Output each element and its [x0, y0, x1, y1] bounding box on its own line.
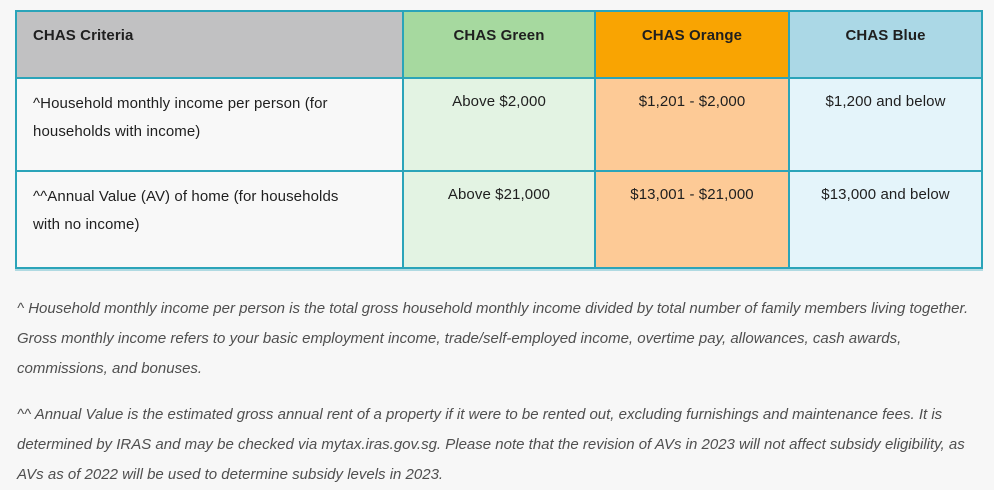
income-orange-value-cell: $1,201 - $2,000	[594, 77, 790, 172]
footnote-annual-value: ^^ Annual Value is the estimated gross a…	[17, 406, 965, 483]
chas-criteria-table: CHAS Criteria CHAS Green CHAS Orange CHA…	[15, 10, 983, 269]
criteria-cell-household-income: ^Household monthly income per person (fo…	[15, 77, 404, 172]
chas-subsidy-table-section: CHAS Criteria CHAS Green CHAS Orange CHA…	[15, 10, 983, 269]
annual-value-blue-value-cell: $13,000 and below	[788, 170, 983, 269]
annual-value-orange-value-cell: $13,001 - $21,000	[594, 170, 790, 269]
criteria-cell-annual-value: ^^Annual Value (AV) of home (for househo…	[15, 170, 404, 269]
header-chas-orange: CHAS Orange	[594, 10, 790, 79]
income-green-value-cell: Above $2,000	[402, 77, 596, 172]
annual-value-green-value-cell: Above $21,000	[402, 170, 596, 269]
header-chas-blue: CHAS Blue	[788, 10, 983, 79]
header-chas-criteria: CHAS Criteria	[15, 10, 404, 79]
footnote-household-income: ^ Household monthly income per person is…	[17, 300, 969, 377]
table-header-row: CHAS Criteria CHAS Green CHAS Orange CHA…	[15, 10, 983, 79]
header-chas-green: CHAS Green	[402, 10, 596, 79]
table-row-annual-value: ^^Annual Value (AV) of home (for househo…	[15, 170, 983, 269]
income-blue-value-cell: $1,200 and below	[788, 77, 983, 172]
table-row-household-income: ^Household monthly income per person (fo…	[15, 77, 983, 172]
footnotes-section: ^ Household monthly income per person is…	[17, 294, 969, 490]
